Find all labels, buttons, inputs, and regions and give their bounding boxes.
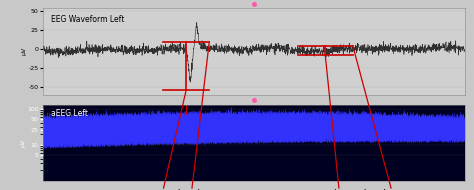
- Text: EEG Waveform Left: EEG Waveform Left: [51, 15, 125, 24]
- Text: aEEG Left: aEEG Left: [51, 109, 88, 118]
- Text: upper border: upper border: [146, 189, 210, 190]
- Y-axis label: μV: μV: [20, 138, 26, 147]
- Y-axis label: μV: μV: [22, 47, 27, 55]
- Text: lower border: lower border: [334, 189, 396, 190]
